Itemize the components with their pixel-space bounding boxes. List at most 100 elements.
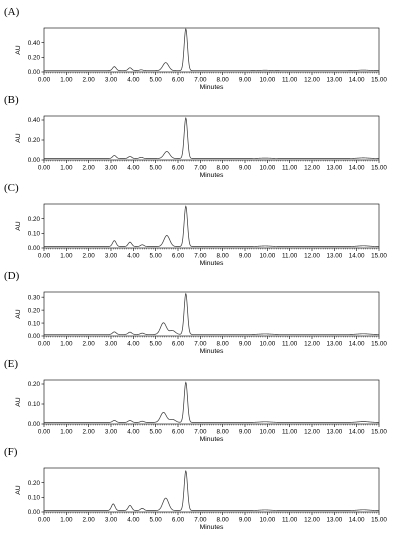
x-tick-label: 10.00 [259,429,275,436]
x-tick-label: 5.00 [150,253,163,260]
x-tick-label: 0.00 [38,341,51,348]
x-tick-label: 15.00 [371,77,387,84]
x-tick-label: 9.00 [239,165,252,172]
x-tick-label: 8.00 [217,253,230,260]
x-tick-label: 9.00 [239,341,252,348]
x-tick-label: 0.00 [38,253,51,260]
x-tick-label: 4.00 [127,341,140,348]
x-tick-label: 13.00 [326,341,342,348]
x-tick-label: 3.00 [105,165,118,172]
x-tick-label: 11.00 [282,341,298,348]
chromatogram-panel: (A) 0.00 0.20 0.40 AU 0.00 1.00 2.00 3.00 4.00 5.0… [4,6,387,91]
x-tick-label: 4.00 [127,517,140,524]
x-tick-label: 3.00 [105,253,118,260]
x-tick-label: 3.00 [105,517,118,524]
x-tick-label: 7.00 [194,429,207,436]
x-tick-label: 10.00 [259,517,275,524]
x-tick-label: 11.00 [282,517,298,524]
panel-label: (B) [4,94,19,106]
y-axis-title: AU [15,309,22,319]
chromatogram-trace [44,205,379,247]
y-tick-label: 0.20 [28,381,41,388]
x-tick-label: 13.00 [326,77,342,84]
x-tick-label: 5.00 [150,429,163,436]
chromatogram-panel: (B) 0.00 0.20 0.40 AU 0.00 1.00 2.00 3.00 4.00 5.0… [4,94,387,179]
panel-label: (C) [4,182,19,194]
x-tick-label: 5.00 [150,517,163,524]
y-tick-label: 0.10 [28,495,41,502]
x-tick-label: 0.00 [38,429,51,436]
x-tick-label: 5.00 [150,77,163,84]
x-tick-label: 15.00 [371,341,387,348]
x-tick-label: 0.00 [38,165,51,172]
chromatogram-panel: (D) 0.00 0.10 0.20 0.30 AU 0.00 1.00 2.00 3.00 4.0… [4,270,387,355]
x-tick-label: 2.00 [83,165,96,172]
x-tick-label: 6.00 [172,165,185,172]
chromatogram-trace [44,27,379,72]
x-tick-label: 8.00 [217,341,230,348]
y-tick-label: 0.40 [28,40,41,47]
x-tick-label: 7.00 [194,517,207,524]
x-tick-label: 2.00 [83,77,96,84]
x-tick-label: 11.00 [282,253,298,260]
panel-label: (F) [4,446,18,458]
chromatogram-panel: (F) 0.00 0.10 0.20 AU 0.00 1.00 2.00 3.00 4.00 5.0… [4,446,387,531]
x-tick-label: 7.00 [194,165,207,172]
x-tick-label: 4.00 [127,253,140,260]
x-tick-label: 4.00 [127,429,140,436]
x-tick-label: 13.00 [326,429,342,436]
y-tick-label: 0.00 [28,333,41,340]
x-tick-label: 0.00 [38,517,51,524]
plot-frame [43,115,380,161]
x-tick-label: 8.00 [217,165,230,172]
y-tick-label: 0.00 [28,421,41,428]
x-tick-label: 7.00 [194,253,207,260]
x-tick-label: 12.00 [304,165,320,172]
plot-frame [43,379,380,425]
x-tick-label: 15.00 [371,165,387,172]
x-tick-label: 3.00 [105,77,118,84]
x-tick-label: 14.00 [349,77,365,84]
x-tick-label: 6.00 [172,341,185,348]
y-tick-label: 0.20 [28,216,41,223]
y-tick-label: 0.40 [28,117,41,124]
y-tick-label: 0.00 [28,245,41,252]
x-tick-label: 10.00 [259,253,275,260]
y-tick-label: 0.00 [28,509,41,516]
x-tick-label: 10.00 [259,165,275,172]
x-tick-label: 2.00 [83,517,96,524]
x-tick-label: 12.00 [304,341,320,348]
y-tick-label: 0.30 [28,294,41,301]
plot-frame [43,203,380,249]
panel-label: (D) [4,270,20,282]
y-axis-title: AU [15,45,22,55]
y-axis-title: AU [15,485,22,495]
y-axis-title: AU [15,133,22,143]
x-tick-label: 14.00 [349,517,365,524]
y-tick-label: 0.20 [28,307,41,314]
x-tick-label: 4.00 [127,77,140,84]
x-tick-label: 13.00 [326,165,342,172]
x-tick-label: 9.00 [239,517,252,524]
x-tick-label: 11.00 [282,429,298,436]
x-tick-label: 6.00 [172,517,185,524]
panel-label: (E) [4,358,18,370]
x-tick-label: 8.00 [217,429,230,436]
x-tick-label: 10.00 [259,77,275,84]
x-tick-label: 8.00 [217,517,230,524]
plot-frame [43,27,380,73]
plot-frame [43,291,380,337]
panel-label: (A) [4,6,20,18]
x-tick-label: 13.00 [326,253,342,260]
x-tick-label: 11.00 [282,77,298,84]
x-tick-label: 14.00 [349,429,365,436]
x-tick-label: 12.00 [304,429,320,436]
x-tick-label: 12.00 [304,517,320,524]
x-tick-label: 12.00 [304,253,320,260]
x-tick-label: 1.00 [60,429,73,436]
x-tick-label: 3.00 [105,429,118,436]
y-axis-title: AU [15,397,22,407]
x-axis-title: Minutes [200,84,224,91]
x-tick-label: 14.00 [349,253,365,260]
